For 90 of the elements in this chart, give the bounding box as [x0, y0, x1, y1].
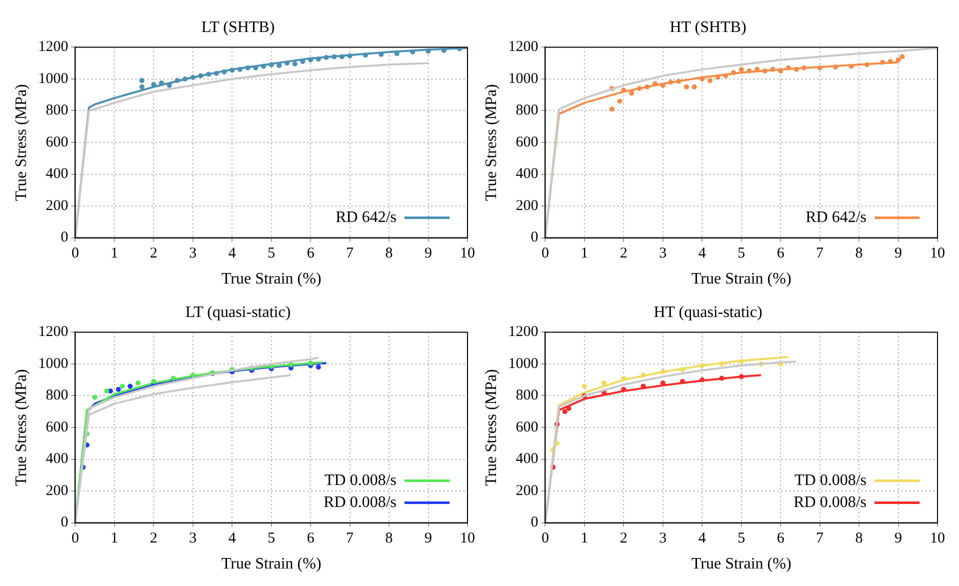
- x-tick-label: 1: [110, 530, 118, 547]
- x-tick-label: 1: [580, 246, 588, 262]
- y-tick-label: 1200: [508, 324, 538, 340]
- legend-label: RD 642/s: [806, 209, 866, 226]
- y-tick-label: 1200: [38, 324, 68, 340]
- y-axis-title: True Stress (MPa): [12, 84, 30, 201]
- x-tick-label: 10: [460, 246, 475, 262]
- x-tick-label: 6: [776, 246, 785, 262]
- x-tick-label: 4: [228, 246, 236, 262]
- y-tick-label: 200: [46, 198, 68, 214]
- x-tick-label: 8: [385, 246, 393, 262]
- y-tick-label: 1000: [38, 70, 68, 87]
- legend-label: TD 0.008/s: [324, 472, 396, 490]
- x-tick-label: 4: [698, 246, 706, 262]
- y-tick-label: 800: [46, 388, 68, 404]
- x-tick-label: 9: [894, 246, 902, 262]
- x-tick-label: 5: [268, 246, 276, 262]
- x-tick-label: 2: [620, 246, 628, 262]
- x-tick-label: 7: [346, 530, 354, 547]
- x-tick-label: 1: [580, 530, 588, 547]
- y-tick-label: 800: [46, 102, 68, 119]
- y-tick-label: 1000: [38, 356, 68, 372]
- y-tick-label: 600: [46, 134, 68, 150]
- y-tick-label: 400: [46, 166, 68, 182]
- x-tick-label: 5: [738, 530, 746, 547]
- legend-label: RD 642/s: [336, 209, 396, 226]
- x-axis-title: True Strain (%): [691, 556, 792, 573]
- chart-title: LT (quasi-static): [185, 304, 291, 321]
- y-tick-label: 1000: [508, 356, 538, 372]
- x-tick-label: 4: [228, 530, 236, 547]
- legend-label: RD 0.008/s: [794, 494, 866, 512]
- x-tick-label: 8: [855, 530, 863, 547]
- x-tick-label: 0: [541, 246, 549, 262]
- y-axis-title: True Stress (MPa): [12, 369, 30, 486]
- x-axis-title: True Strain (%): [691, 270, 792, 288]
- x-tick-label: 9: [894, 530, 902, 547]
- x-tick-label: 5: [738, 246, 746, 262]
- x-axis-title: True Strain (%): [221, 270, 322, 288]
- y-tick-label: 800: [516, 102, 538, 119]
- x-axis-title: True Strain (%): [221, 556, 322, 573]
- x-tick-label: 6: [306, 530, 315, 547]
- x-tick-label: 3: [189, 530, 197, 547]
- x-tick-label: 0: [71, 530, 79, 547]
- chart-title: LT (SHTB): [201, 18, 275, 36]
- y-tick-label: 400: [516, 451, 538, 468]
- x-tick-label: 10: [930, 530, 945, 547]
- x-tick-label: 1: [110, 246, 118, 262]
- x-tick-label: 2: [150, 530, 158, 547]
- y-tick-label: 400: [516, 166, 538, 182]
- y-tick-label: 800: [516, 388, 538, 404]
- x-tick-label: 5: [268, 530, 276, 547]
- y-tick-label: 200: [516, 482, 538, 499]
- y-tick-label: 1000: [508, 70, 538, 87]
- x-tick-label: 9: [424, 246, 432, 262]
- x-tick-label: 3: [659, 246, 667, 262]
- x-tick-label: 3: [189, 246, 197, 262]
- x-tick-label: 10: [930, 246, 945, 262]
- x-tick-label: 9: [424, 530, 432, 547]
- x-tick-label: 7: [346, 246, 354, 262]
- chart-title: HT (SHTB): [670, 18, 746, 36]
- legend-label: RD 0.008/s: [324, 494, 396, 512]
- legend-label: TD 0.008/s: [794, 472, 866, 490]
- y-tick-label: 1200: [508, 39, 538, 56]
- y-tick-label: 0: [530, 514, 538, 531]
- y-tick-label: 600: [516, 419, 538, 436]
- y-tick-label: 400: [46, 451, 68, 468]
- y-tick-label: 0: [530, 230, 538, 246]
- y-tick-label: 1200: [38, 39, 68, 56]
- x-tick-label: 2: [620, 530, 628, 547]
- x-tick-label: 7: [816, 246, 824, 262]
- y-tick-label: 200: [46, 482, 68, 499]
- x-tick-label: 4: [698, 530, 706, 547]
- x-tick-label: 8: [385, 530, 393, 547]
- x-tick-label: 3: [659, 530, 667, 547]
- x-tick-label: 0: [541, 530, 549, 547]
- chart-title: HT (quasi-static): [654, 304, 762, 321]
- x-tick-label: 8: [855, 246, 863, 262]
- x-tick-label: 2: [150, 246, 158, 262]
- y-tick-label: 0: [60, 514, 68, 531]
- x-tick-label: 6: [306, 246, 315, 262]
- y-tick-label: 0: [60, 230, 68, 246]
- x-tick-label: 0: [71, 246, 79, 262]
- y-axis-title: True Stress (MPa): [482, 369, 500, 486]
- y-tick-label: 200: [516, 198, 538, 214]
- y-tick-label: 600: [516, 134, 538, 150]
- y-axis-title: True Stress (MPa): [482, 84, 500, 201]
- x-tick-label: 6: [776, 530, 785, 547]
- y-tick-label: 600: [46, 419, 68, 436]
- x-tick-label: 7: [816, 530, 824, 547]
- x-tick-label: 10: [460, 530, 475, 547]
